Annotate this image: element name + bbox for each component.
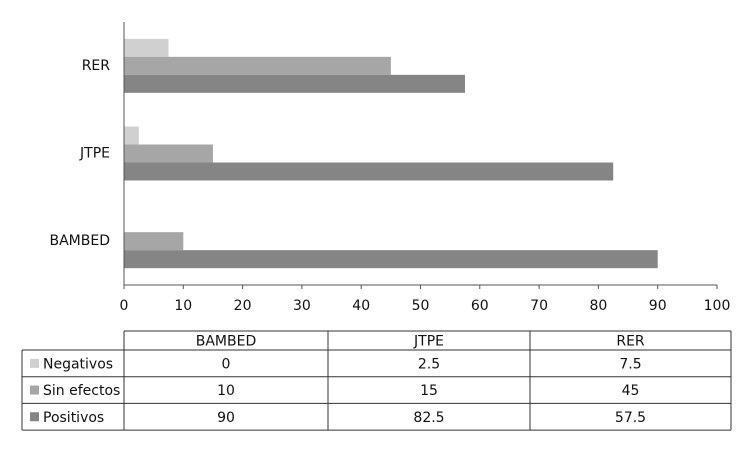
bar bbox=[124, 74, 465, 93]
x-tick-label: 20 bbox=[234, 298, 252, 314]
bar bbox=[124, 56, 391, 75]
table-cell: 82.5 bbox=[413, 410, 444, 426]
y-tick-label: JTPE bbox=[79, 146, 110, 162]
x-tick-label: 40 bbox=[352, 298, 370, 314]
table-cell: 15 bbox=[420, 383, 438, 399]
bar bbox=[124, 38, 169, 57]
table-cell: 10 bbox=[217, 383, 235, 399]
x-tick-label: 70 bbox=[530, 298, 548, 314]
x-tick-label: 30 bbox=[293, 298, 311, 314]
x-tick-label: 100 bbox=[704, 298, 731, 314]
bar bbox=[124, 232, 184, 251]
legend-key bbox=[30, 385, 39, 395]
x-tick-label: 90 bbox=[649, 298, 667, 314]
table-cell: 2.5 bbox=[418, 356, 440, 372]
table-header: JTPE bbox=[413, 334, 444, 350]
legend-label: Positivos bbox=[43, 410, 104, 426]
bar bbox=[124, 126, 139, 145]
x-tick-label: 10 bbox=[174, 298, 192, 314]
table-header: RER bbox=[616, 334, 645, 350]
table-cell: 0 bbox=[222, 356, 231, 372]
y-tick-label: RER bbox=[82, 58, 111, 74]
table-cell: 45 bbox=[622, 383, 640, 399]
legend-key bbox=[30, 412, 39, 422]
table-header: BAMBED bbox=[196, 334, 257, 350]
x-tick-label: 0 bbox=[120, 298, 129, 314]
legend-label: Sin efectos bbox=[43, 383, 120, 399]
bar bbox=[124, 162, 614, 181]
bar bbox=[124, 250, 658, 269]
y-tick-label: BAMBED bbox=[50, 233, 111, 249]
table-cell: 57.5 bbox=[615, 410, 646, 426]
bar bbox=[124, 144, 213, 163]
legend-label: Negativos bbox=[43, 356, 113, 372]
x-tick-label: 80 bbox=[589, 298, 607, 314]
x-tick-label: 50 bbox=[412, 298, 430, 314]
legend-key bbox=[30, 358, 39, 368]
table-cell: 90 bbox=[217, 410, 235, 426]
table-cell: 7.5 bbox=[619, 356, 641, 372]
x-tick-label: 60 bbox=[471, 298, 489, 314]
